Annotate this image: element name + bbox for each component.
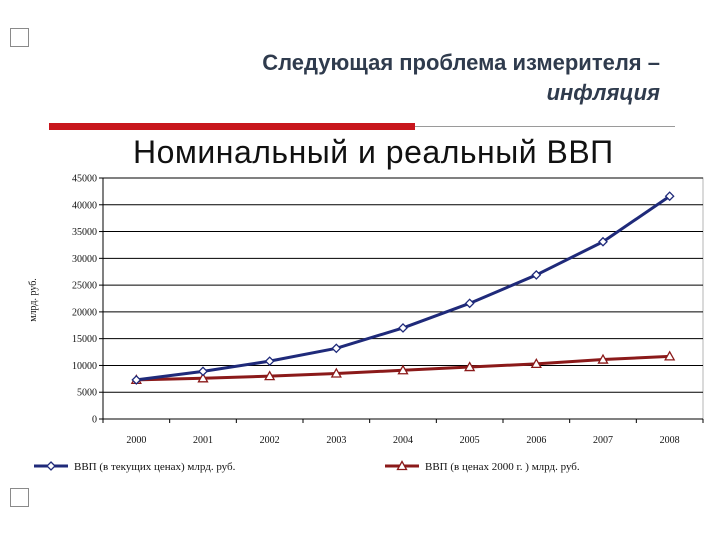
series-line-nominal xyxy=(136,194,671,382)
y-tick-label: 30000 xyxy=(72,254,97,265)
x-tick-label: 2003 xyxy=(326,435,346,446)
chart-title: Номинальный и реальный ВВП xyxy=(133,134,614,170)
y-tick-label: 0 xyxy=(92,415,97,426)
accent-rule xyxy=(49,123,415,130)
y-tick-label: 20000 xyxy=(72,307,97,318)
data-point xyxy=(464,361,476,372)
x-axis-ticks: 2000 2001 2002 2003 2004 2005 2006 2007 2008 xyxy=(102,419,704,446)
x-tick-label: 2007 xyxy=(593,435,613,446)
data-point xyxy=(131,374,142,385)
y-tick-label: 45000 xyxy=(72,174,97,185)
y-tick-label: 5000 xyxy=(77,388,97,399)
decor-square xyxy=(10,28,29,47)
x-tick-label: 2002 xyxy=(260,435,280,446)
data-point xyxy=(530,358,542,368)
data-point xyxy=(197,372,209,383)
x-tick-label: 2001 xyxy=(193,435,213,446)
y-tick-label: 15000 xyxy=(72,334,97,345)
plot-area-frame xyxy=(102,177,704,420)
x-tick-label: 2004 xyxy=(393,435,413,446)
data-point xyxy=(264,356,275,367)
legend-label: ВВП (в ценах 2000 г. ) млрд. руб. xyxy=(425,461,580,473)
x-tick-label: 2000 xyxy=(126,435,146,446)
data-point xyxy=(664,350,676,361)
slide-header-line1: Следующая проблема измерителя – xyxy=(262,50,660,75)
legend-marker xyxy=(46,461,56,471)
data-point xyxy=(598,236,608,247)
data-point xyxy=(397,364,409,375)
data-point xyxy=(464,298,475,309)
series-group xyxy=(130,191,676,385)
y-axis-label: млрд. руб. xyxy=(28,278,39,322)
legend: ВВП (в текущих ценах) млрд. руб. ВВП (в ц… xyxy=(34,460,580,473)
y-tick-label: 40000 xyxy=(72,200,97,211)
y-tick-label: 35000 xyxy=(72,227,97,238)
data-point xyxy=(198,366,208,377)
x-tick-label: 2006 xyxy=(526,435,546,446)
gridlines xyxy=(103,177,703,420)
x-tick-label: 2008 xyxy=(660,435,680,446)
data-point xyxy=(331,343,342,354)
data-point xyxy=(264,370,276,381)
data-point xyxy=(531,270,542,280)
x-tick-label: 2005 xyxy=(460,435,480,446)
legend-label: ВВП (в текущих ценах) млрд. руб. xyxy=(74,461,236,473)
data-point xyxy=(597,353,609,364)
y-axis-ticks: 0 5000 10000 15000 20000 25000 30000 35000 40000… xyxy=(72,174,104,426)
y-tick-label: 10000 xyxy=(72,361,97,372)
slide-header: Следующая проблема измерителя – инфляция xyxy=(130,48,660,108)
legend-marker xyxy=(396,460,408,471)
data-point xyxy=(664,191,675,202)
y-tick-label: 25000 xyxy=(72,281,97,292)
data-point xyxy=(398,323,408,333)
data-point xyxy=(330,367,342,378)
slide-header-line2: инфляция xyxy=(546,80,660,105)
decor-square xyxy=(10,488,29,507)
divider-line xyxy=(415,126,675,127)
